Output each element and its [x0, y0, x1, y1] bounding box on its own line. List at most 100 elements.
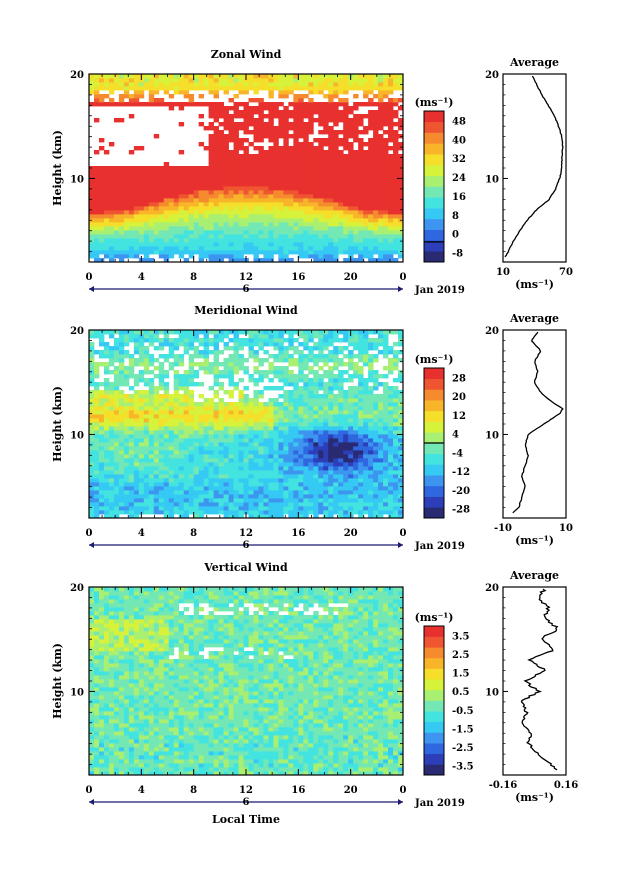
heatmap-cell: [258, 222, 264, 227]
heatmap-cell: [113, 338, 120, 343]
heatmap-cell: [148, 330, 155, 335]
heatmap-cell: [158, 434, 165, 439]
heatmap-cell: [308, 394, 314, 399]
heatmap-cell: [303, 498, 309, 503]
heatmap-cell: [298, 182, 304, 187]
heatmap-cell: [178, 174, 185, 179]
heatmap-cell: [208, 90, 214, 95]
heatmap-cell: [268, 478, 274, 483]
heatmap-cell: [218, 494, 224, 499]
heatmap-cell: [123, 330, 130, 335]
heatmap-cell: [258, 466, 264, 471]
heatmap-cell: [338, 338, 344, 343]
heatmap-cell: [393, 110, 399, 115]
heatmap-cell: [323, 506, 329, 511]
heatmap-cell: [333, 510, 339, 515]
heatmap-cell: [233, 498, 239, 503]
heatmap-cell: [358, 370, 364, 375]
heatmap-cell: [308, 226, 314, 231]
heatmap-cell: [153, 494, 160, 499]
heatmap-cell: [223, 494, 229, 499]
heatmap-cell: [198, 414, 205, 419]
heatmap-cell: [108, 486, 115, 491]
heatmap-cell: [308, 82, 314, 87]
heatmap-cell: [328, 358, 334, 363]
heatmap-cell: [313, 434, 319, 439]
heatmap-cell: [193, 494, 200, 499]
heatmap-cell: [333, 458, 339, 463]
heatmap-cell: [253, 470, 259, 475]
heatmap-cell: [278, 494, 284, 499]
heatmap-cell: [113, 418, 120, 423]
heatmap-cell: [128, 210, 135, 215]
heatmap-cell: [333, 334, 339, 339]
heatmap-cell: [163, 442, 170, 447]
heatmap-cell: [398, 98, 404, 103]
heatmap-cell: [338, 474, 344, 479]
heatmap-cell: [263, 474, 269, 479]
heatmap-cell: [188, 74, 195, 79]
heatmap-cell: [298, 118, 304, 123]
heatmap-cell: [398, 146, 404, 151]
heatmap-cell: [113, 386, 120, 391]
heatmap-cell: [338, 198, 344, 203]
heatmap-cell: [198, 354, 205, 359]
heatmap-cell: [138, 102, 145, 107]
heatmap-cell: [283, 506, 289, 511]
heatmap-cell: [143, 218, 150, 223]
heatmap-cell: [343, 478, 349, 483]
heatmap-cell: [308, 506, 314, 511]
heatmap-cell: [358, 86, 364, 91]
heatmap-cell: [128, 214, 135, 219]
heatmap-cell: [358, 242, 364, 247]
heatmap-cell: [288, 418, 294, 423]
heatmap-cell: [213, 474, 219, 479]
heatmap-cell: [333, 230, 339, 235]
heatmap-cell: [213, 90, 219, 95]
heatmap-cell: [368, 386, 374, 391]
heatmap-cell: [308, 502, 314, 507]
colorbar-segment: [424, 154, 444, 166]
heatmap-cell: [173, 478, 180, 483]
heatmap-cell: [183, 102, 190, 107]
heatmap-cell: [123, 214, 130, 219]
heatmap-cell: [338, 350, 344, 355]
heatmap-cell: [353, 106, 359, 111]
heatmap-cell: [153, 214, 160, 219]
heatmap-cell: [363, 486, 369, 491]
heatmap-cell: [393, 222, 399, 227]
heatmap-cell: [178, 502, 185, 507]
heatmap-cell: [273, 198, 279, 203]
heatmap-cell: [208, 406, 214, 411]
heatmap-cell: [338, 450, 344, 455]
heatmap-cell: [368, 426, 374, 431]
heatmap-cell: [208, 182, 214, 187]
heatmap-cell: [333, 154, 339, 159]
heatmap-cell: [308, 218, 314, 223]
heatmap-cell: [393, 170, 399, 175]
heatmap-cell: [353, 218, 359, 223]
heatmap-cell: [313, 182, 319, 187]
heatmap-cell: [123, 178, 130, 183]
heatmap-cell: [348, 170, 354, 175]
heatmap-cell: [273, 230, 279, 235]
heatmap-cell: [228, 358, 234, 363]
heatmap-cell: [203, 218, 210, 223]
heatmap-cell: [328, 202, 334, 207]
heatmap-cell: [153, 486, 160, 491]
heatmap-cell: [338, 110, 344, 115]
heatmap-cell: [233, 130, 239, 135]
heatmap-cell: [338, 206, 344, 211]
heatmap-cell: [368, 242, 374, 247]
heatmap-cell: [148, 386, 155, 391]
heatmap-cell: [353, 162, 359, 167]
heatmap-cell: [273, 514, 279, 519]
heatmap-cell: [103, 354, 110, 359]
heatmap-cell: [388, 186, 394, 191]
heatmap-cell: [323, 122, 329, 127]
heatmap-cell: [218, 462, 224, 467]
heatmap-cell: [333, 102, 339, 107]
heatmap-cell: [263, 254, 269, 259]
heatmap-cell: [89, 254, 95, 259]
heatmap-cell: [178, 226, 185, 231]
